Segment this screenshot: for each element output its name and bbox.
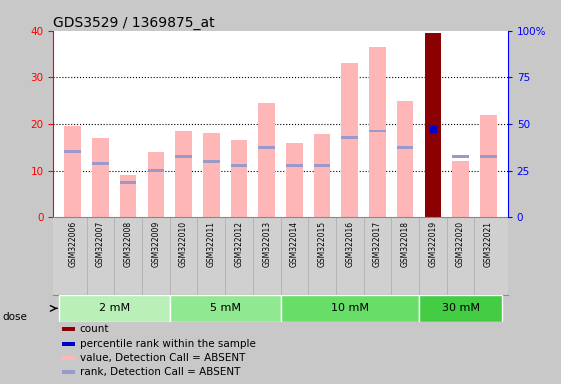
Bar xyxy=(92,138,109,217)
Bar xyxy=(419,295,502,322)
Bar xyxy=(175,131,192,217)
Bar xyxy=(342,63,358,217)
Bar xyxy=(425,33,441,217)
Text: GSM322015: GSM322015 xyxy=(318,221,327,267)
Bar xyxy=(148,169,164,172)
Bar xyxy=(286,164,303,167)
Text: 5 mM: 5 mM xyxy=(210,303,241,313)
Text: GSM322020: GSM322020 xyxy=(456,221,465,267)
Text: GSM322014: GSM322014 xyxy=(290,221,299,267)
Text: 30 mM: 30 mM xyxy=(442,303,480,313)
Bar xyxy=(169,295,280,322)
Text: GSM322019: GSM322019 xyxy=(429,221,438,267)
Bar xyxy=(120,181,136,184)
Text: 10 mM: 10 mM xyxy=(331,303,369,313)
Text: GSM322016: GSM322016 xyxy=(345,221,354,267)
Text: GSM322013: GSM322013 xyxy=(262,221,271,267)
Bar xyxy=(203,133,219,217)
Bar xyxy=(480,114,496,217)
Bar xyxy=(62,356,75,360)
Bar xyxy=(258,146,275,149)
Bar xyxy=(175,155,192,158)
Text: GSM322007: GSM322007 xyxy=(96,221,105,267)
Bar xyxy=(65,151,81,153)
Text: 2 mM: 2 mM xyxy=(99,303,130,313)
Bar xyxy=(65,126,81,217)
Text: GSM322017: GSM322017 xyxy=(373,221,382,267)
Bar xyxy=(92,162,109,165)
Text: GSM322011: GSM322011 xyxy=(207,221,216,267)
Text: GSM322021: GSM322021 xyxy=(484,221,493,267)
Bar xyxy=(397,146,413,149)
Bar xyxy=(369,129,386,132)
Bar xyxy=(314,134,330,217)
Bar xyxy=(62,327,75,331)
Bar xyxy=(203,160,219,162)
Text: GSM322018: GSM322018 xyxy=(401,221,410,267)
Bar xyxy=(452,161,469,217)
Text: percentile rank within the sample: percentile rank within the sample xyxy=(80,339,255,349)
Bar xyxy=(314,164,330,167)
Text: GSM322008: GSM322008 xyxy=(123,221,132,267)
Bar xyxy=(62,341,75,346)
Text: dose: dose xyxy=(3,312,27,322)
Bar xyxy=(369,47,386,217)
Bar xyxy=(231,164,247,167)
Bar xyxy=(231,140,247,217)
Text: value, Detection Call = ABSENT: value, Detection Call = ABSENT xyxy=(80,353,245,363)
Bar xyxy=(397,101,413,217)
Bar xyxy=(148,152,164,217)
Text: rank, Detection Call = ABSENT: rank, Detection Call = ABSENT xyxy=(80,367,240,377)
Bar xyxy=(59,295,169,322)
Text: GSM322010: GSM322010 xyxy=(179,221,188,267)
Bar xyxy=(452,155,469,158)
Text: GSM322006: GSM322006 xyxy=(68,221,77,267)
Text: GSM322012: GSM322012 xyxy=(234,221,243,267)
Bar xyxy=(286,144,303,217)
Bar xyxy=(480,155,496,158)
Bar xyxy=(342,136,358,139)
Bar xyxy=(280,295,419,322)
Bar xyxy=(120,175,136,217)
Text: GSM322009: GSM322009 xyxy=(151,221,160,267)
Text: count: count xyxy=(80,324,109,334)
Text: GDS3529 / 1369875_at: GDS3529 / 1369875_at xyxy=(53,16,215,30)
Bar xyxy=(62,370,75,374)
Bar xyxy=(258,103,275,217)
